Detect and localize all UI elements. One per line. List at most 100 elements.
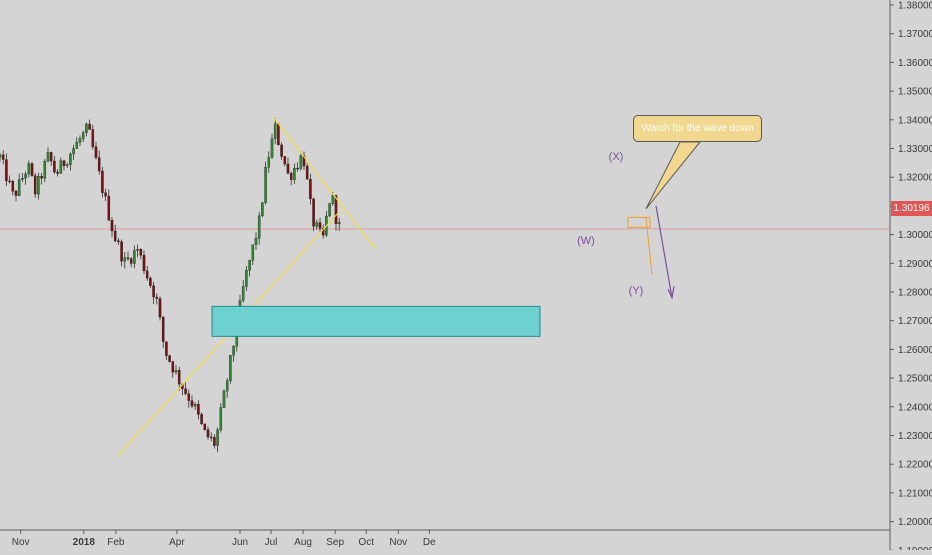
y-tick-label: 1.24000 xyxy=(898,402,932,413)
candle-body xyxy=(241,286,245,301)
candle-body xyxy=(222,390,226,408)
candle-body xyxy=(267,157,271,168)
candle-body xyxy=(213,437,216,446)
wave-down-arrowhead xyxy=(667,286,675,300)
candle-body xyxy=(309,179,312,200)
candle-body xyxy=(40,176,43,179)
y-tick-label: 1.19000 xyxy=(898,546,932,550)
candle-body xyxy=(264,167,267,203)
candle-body xyxy=(30,163,34,176)
candle-body xyxy=(168,355,171,362)
candle-body xyxy=(334,195,338,225)
candle-body xyxy=(152,285,155,298)
candle-body xyxy=(283,156,287,165)
x-tick-label: Jun xyxy=(232,537,248,548)
candle-body xyxy=(117,240,120,243)
y-tick-label: 1.34000 xyxy=(898,115,932,126)
candle-body xyxy=(193,404,197,407)
x-tick-label: Feb xyxy=(107,537,125,548)
candle-body xyxy=(21,178,24,180)
candle-body xyxy=(174,370,178,373)
candle-body xyxy=(72,148,75,155)
y-tick-label: 1.21000 xyxy=(898,488,932,499)
x-tick-label: Nov xyxy=(389,537,407,548)
candle-body xyxy=(62,160,66,167)
candle-body xyxy=(190,400,194,407)
candle-body xyxy=(120,241,123,262)
candle-body xyxy=(158,298,162,318)
candle-body xyxy=(232,346,235,356)
candle-body xyxy=(8,180,11,183)
candle-body xyxy=(75,142,79,149)
candle-body xyxy=(0,154,2,158)
candle-body xyxy=(171,361,175,373)
y-tick-label: 1.26000 xyxy=(898,345,932,356)
y-tick-label: 1.22000 xyxy=(898,460,932,471)
candle-body xyxy=(277,123,280,146)
candle-body xyxy=(17,179,21,196)
candle-body xyxy=(88,123,91,130)
candle-body xyxy=(81,132,85,139)
candle-body xyxy=(257,215,261,239)
y-tick-label: 1.23000 xyxy=(898,431,932,442)
candle-body xyxy=(296,167,299,170)
target-zone-box[interactable] xyxy=(211,305,541,337)
candle-body xyxy=(149,278,152,286)
candle-body xyxy=(24,173,27,179)
y-tick-label: 1.32000 xyxy=(898,173,932,184)
candle-body xyxy=(251,244,255,261)
candle-body xyxy=(261,202,264,216)
candle-body xyxy=(97,157,101,172)
orange-arrow xyxy=(645,217,653,275)
candle-body xyxy=(245,269,248,287)
y-tick-label: 1.37000 xyxy=(898,29,932,40)
candle-body xyxy=(293,167,296,180)
candle-body xyxy=(129,258,133,264)
x-tick-label: Oct xyxy=(358,537,374,548)
candle-body xyxy=(337,221,341,225)
x-tick-label: De xyxy=(423,537,436,548)
candle-body xyxy=(113,230,117,242)
candle-body xyxy=(165,341,168,356)
candle-body xyxy=(126,257,130,259)
candle-body xyxy=(254,238,258,245)
candle-body xyxy=(318,222,322,229)
candle-body xyxy=(123,257,127,262)
candle-body xyxy=(216,429,219,446)
candle-body xyxy=(286,163,290,174)
resistance-trendline[interactable] xyxy=(272,116,376,250)
candle-body xyxy=(85,123,88,133)
candle-body xyxy=(289,173,293,180)
candle-body xyxy=(209,436,213,439)
candle-body xyxy=(273,123,277,139)
candle-body xyxy=(328,203,331,217)
candle-body xyxy=(155,296,159,299)
candle-body xyxy=(27,163,31,175)
candle-body xyxy=(184,388,187,394)
candle-body xyxy=(177,370,181,385)
candle-body xyxy=(133,250,136,264)
projection-box xyxy=(627,216,651,228)
candle-body xyxy=(101,170,104,193)
last-price-label: 1.30196 xyxy=(893,203,930,214)
candle-body xyxy=(197,404,200,415)
candle-body xyxy=(136,249,139,251)
callout-box: Watch for the wave down xyxy=(633,115,762,142)
candle-body xyxy=(110,220,114,232)
callout-pointer xyxy=(645,141,702,210)
candle-body xyxy=(219,407,223,430)
x-tick-label: Aug xyxy=(294,537,312,548)
candle-body xyxy=(321,228,325,236)
candle-body xyxy=(14,190,18,196)
candle-body xyxy=(229,355,232,381)
candle-body xyxy=(49,152,53,162)
candle-body xyxy=(78,138,82,143)
y-tick-label: 1.20000 xyxy=(898,517,932,528)
candle-body xyxy=(200,414,203,425)
candle-body xyxy=(139,249,143,256)
candle-body xyxy=(11,180,15,192)
candle-body xyxy=(104,192,107,197)
candle-body xyxy=(225,380,229,392)
